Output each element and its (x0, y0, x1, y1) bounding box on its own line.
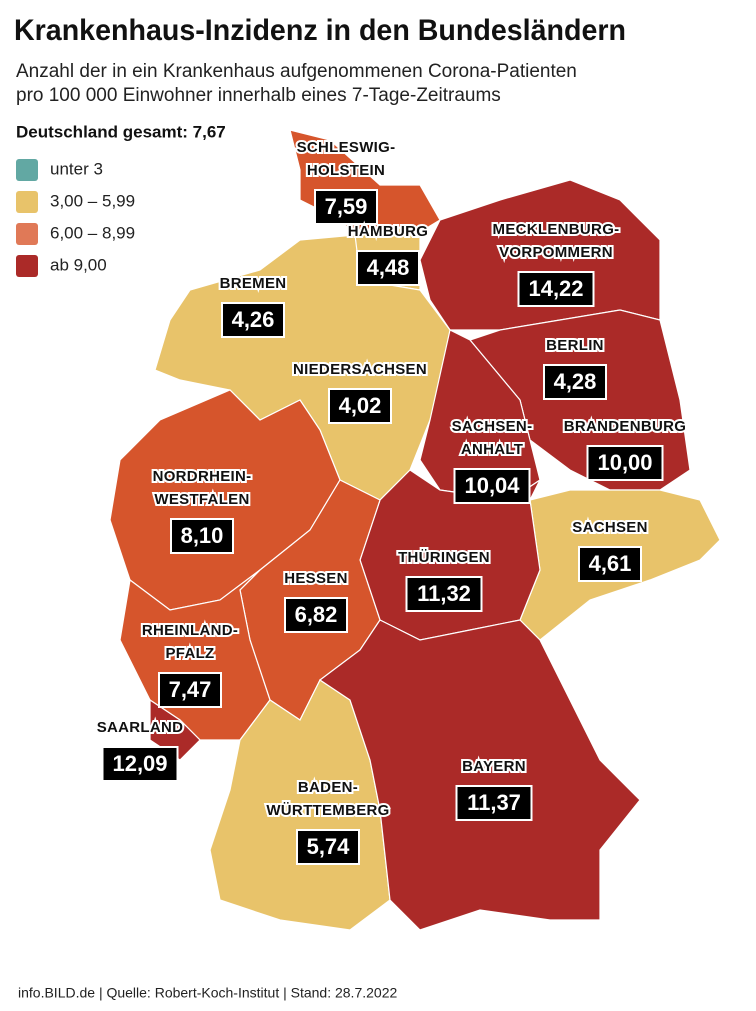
legend-swatch (16, 159, 38, 181)
region-name: VORPOMMERN (499, 244, 613, 261)
region-name: BERLIN (546, 337, 604, 354)
value-label: 11,37 (467, 790, 521, 815)
value-box (586, 445, 664, 481)
value-box (158, 672, 222, 708)
title: Krankenhaus-Inzidenz in den Bundesländer… (14, 14, 626, 47)
region-name: WESTFALEN (154, 491, 249, 508)
legend-label: unter 3 (50, 159, 103, 178)
region-name: NORDRHEIN- (153, 468, 252, 485)
region (318, 619, 641, 931)
value-label: 5,74 (307, 834, 351, 859)
value-box (517, 271, 595, 307)
region (149, 698, 201, 761)
region-name: SACHSEN- (452, 418, 533, 435)
region-name: HAMBURG (348, 223, 428, 240)
legend-label: 3,00 – 5,99 (50, 191, 135, 210)
region-name: BADEN- (298, 779, 358, 796)
region-name: RHEINLAND- (142, 622, 238, 639)
total: Deutschland gesamt: 7,67 (16, 122, 226, 141)
value-box (221, 302, 285, 338)
region-name: SAARLAND (97, 719, 184, 736)
region-name: NIEDERSACHSEN (293, 361, 427, 378)
region-name: MECKLENBURG- (493, 221, 620, 238)
labels: SCHLESWIG- HOLSTEIN 7,59 HAMBURG 4,48 MECKLEN… (95, 137, 688, 865)
value-label: 8,10 (181, 523, 224, 548)
value-label: 10,00 (597, 450, 652, 475)
value-box (578, 546, 642, 582)
region-name: HOLSTEIN (307, 162, 385, 179)
value-label: 10,04 (464, 473, 520, 498)
value-box (453, 468, 531, 504)
region-name: THÜRINGEN (398, 549, 490, 566)
value-label: 7,47 (169, 677, 212, 702)
value-box (328, 388, 392, 424)
value-label: 4,28 (554, 369, 597, 394)
subtitle: Anzahl der in ein Krankenhaus aufgenomme… (16, 61, 577, 82)
value-label: 4,61 (589, 551, 632, 576)
value-box (170, 518, 234, 554)
value-label: 7,59 (325, 194, 368, 219)
value-label: 4,26 (232, 307, 275, 332)
region-name: HESSEN (284, 570, 348, 587)
value-label: 4,02 (339, 393, 382, 418)
legend-label: 6,00 – 8,99 (50, 223, 135, 242)
value-box (284, 597, 348, 633)
value-box (296, 829, 360, 865)
value-label: 11,32 (417, 581, 471, 606)
legend: unter 3 3,00 – 5,99 6,00 – 8,99 ab 9,00 (16, 159, 135, 277)
subtitle: pro 100 000 Einwohner innerhalb eines 7-… (16, 85, 501, 106)
region-name: ANHALT (461, 441, 523, 458)
value-box (101, 746, 179, 782)
value-label: 14,22 (528, 276, 583, 301)
legend-swatch (16, 223, 38, 245)
legend-swatch (16, 255, 38, 277)
value-box (356, 250, 420, 286)
value-box (455, 785, 533, 821)
value-label: 12,09 (112, 751, 167, 776)
region-name: BREMEN (220, 275, 287, 292)
region-name: BRANDENBURG (564, 418, 686, 435)
region-name: PFALZ (166, 645, 215, 662)
value-box (314, 189, 378, 225)
region-name: WÜRTTEMBERG (266, 802, 389, 819)
legend-label: ab 9,00 (50, 255, 107, 274)
region-name: BAYERN (462, 758, 526, 775)
region-name: SACHSEN (572, 519, 647, 536)
legend-swatch (16, 191, 38, 213)
footer: info.BILD.de | Quelle: Robert-Koch-Insti… (18, 985, 397, 1001)
value-box (405, 576, 483, 612)
value-label: 6,82 (295, 602, 338, 627)
value-label: 4,48 (367, 255, 410, 280)
value-box (543, 364, 607, 400)
region-name: SCHLESWIG- (297, 139, 396, 156)
